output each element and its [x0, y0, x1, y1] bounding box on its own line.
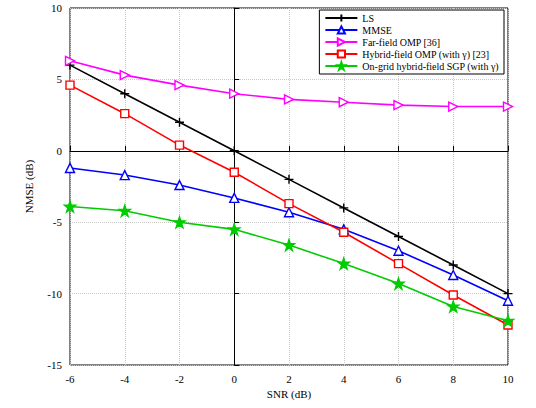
svg-text:4: 4 — [341, 373, 347, 385]
svg-text:10: 10 — [51, 2, 63, 14]
svg-text:10: 10 — [503, 373, 515, 385]
svg-text:NMSE (dB): NMSE (dB) — [23, 159, 36, 213]
svg-text:8: 8 — [451, 373, 457, 385]
svg-text:-6: -6 — [65, 373, 75, 385]
svg-text:Far-field OMP [36]: Far-field OMP [36] — [362, 37, 440, 48]
svg-text:-10: -10 — [47, 288, 62, 300]
svg-text:-5: -5 — [53, 216, 63, 228]
svg-text:5: 5 — [57, 73, 63, 85]
svg-text:0: 0 — [232, 373, 238, 385]
svg-text:MMSE: MMSE — [362, 25, 391, 36]
svg-text:Hybrid-field OMP (with γ) [23]: Hybrid-field OMP (with γ) [23] — [362, 49, 489, 61]
svg-text:-2: -2 — [175, 373, 184, 385]
svg-text:2: 2 — [286, 373, 292, 385]
svg-text:SNR (dB): SNR (dB) — [267, 388, 312, 401]
svg-text:-4: -4 — [120, 373, 130, 385]
svg-text:6: 6 — [396, 373, 402, 385]
svg-text:LS: LS — [362, 13, 374, 24]
svg-text:0: 0 — [57, 145, 63, 157]
svg-text:On-grid hybrid-field SGP (with: On-grid hybrid-field SGP (with γ) — [362, 61, 498, 73]
svg-text:-15: -15 — [47, 359, 62, 371]
